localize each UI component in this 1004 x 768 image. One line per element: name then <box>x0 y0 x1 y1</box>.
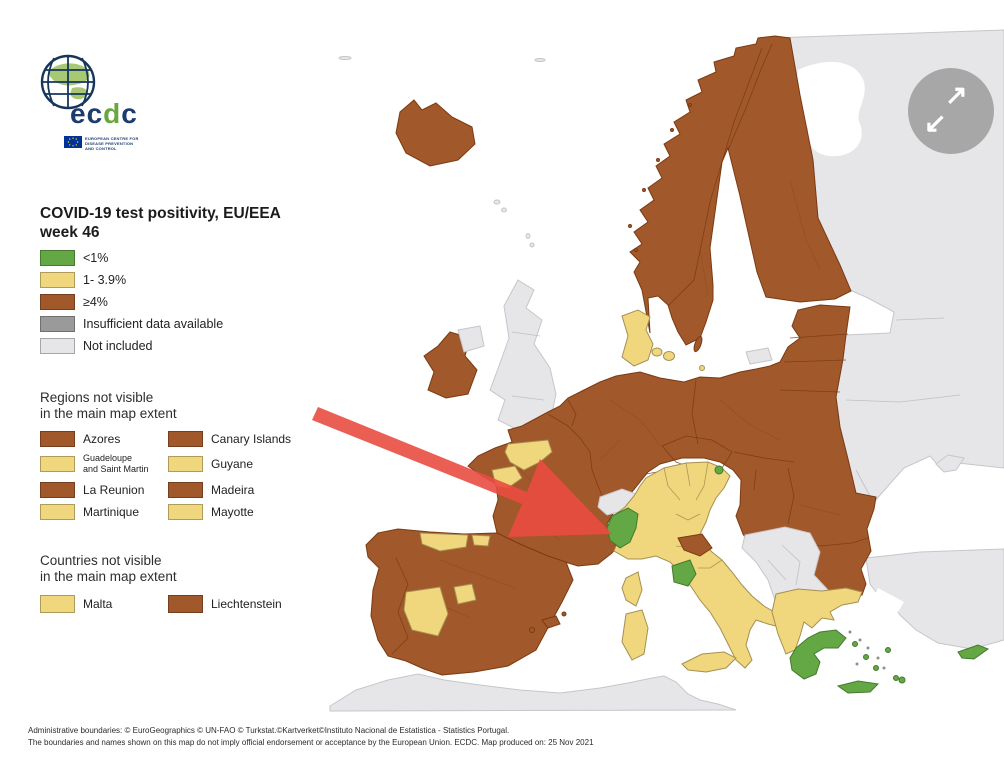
map-island-corsica <box>621 571 643 607</box>
map-island-gotland <box>693 335 703 353</box>
map-attribution: Administrative boundaries: © EuroGeograp… <box>28 726 594 747</box>
expand-arrow-ne-icon: ↗ <box>945 80 968 110</box>
map-region-crimea <box>935 454 965 473</box>
map-region-denmark <box>621 309 705 371</box>
ecdc-wordmark: ecdc <box>70 98 138 129</box>
legend-swatch-gray <box>40 316 75 332</box>
legend-swatch-yellow <box>40 272 75 288</box>
map-island-cyprus <box>957 644 990 660</box>
sea-of-marmara <box>874 588 904 612</box>
region-item-mayotte: Mayotte <box>168 504 296 521</box>
countries-not-visible-block: Countries not visible in the main map ex… <box>40 553 370 614</box>
legend-swatch-green <box>40 250 75 266</box>
region-item-guadeloupe: Guadeloupe and Saint Martin <box>40 453 168 474</box>
region-item-canary-islands: Canary Islands <box>168 431 296 448</box>
legend-item: <1% <box>40 250 223 266</box>
ecdc-globe-icon <box>40 54 96 110</box>
country-item-malta: Malta <box>40 595 168 614</box>
map-region-uk-not-included <box>457 279 557 429</box>
map-region-greece <box>771 587 906 694</box>
map-island-sardinia <box>621 609 649 661</box>
region-item-la-reunion: La Reunion <box>40 482 168 499</box>
legend-item: Not included <box>40 338 223 354</box>
expand-button[interactable]: ↗ ↙ <box>908 68 994 154</box>
map-region-iceland <box>395 99 476 167</box>
map-region-north-africa <box>329 673 737 712</box>
map-islands-balearics <box>541 615 561 629</box>
annotation-arrow <box>312 407 612 537</box>
region-item-madeira: Madeira <box>168 482 296 499</box>
legend-item: Insufficient data available <box>40 316 223 332</box>
regions-not-visible-block: Regions not visible in the main map exte… <box>40 390 370 526</box>
map-region-umbria <box>671 559 697 587</box>
expand-arrow-sw-icon: ↙ <box>924 108 947 138</box>
legend-swatch-brown <box>40 294 75 310</box>
countries-heading: Countries not visible in the main map ex… <box>40 553 177 585</box>
map-region-italy <box>606 461 789 673</box>
map-region-scandinavia <box>628 35 852 353</box>
country-item-liechtenstein: Liechtenstein <box>168 595 296 614</box>
regions-heading: Regions not visible in the main map exte… <box>40 390 177 422</box>
map-region-marche <box>677 533 713 557</box>
map-island-crete <box>836 680 880 694</box>
map-region-south-tyrol-dot <box>714 465 724 475</box>
map-island-sicily <box>681 651 737 673</box>
legend-swatch-notincluded <box>40 338 75 354</box>
map-region-iberia <box>365 528 574 676</box>
white-sea <box>796 61 865 157</box>
map-islands-faroe-shetland <box>338 56 546 248</box>
legend-item: 1- 3.9% <box>40 272 223 288</box>
ecdc-logo: ecdc EUROPEAN CENTRE FOR DISEASE PREVENT… <box>38 52 158 162</box>
map-region-turkey <box>865 548 1004 650</box>
region-item-azores: Azores <box>40 431 168 448</box>
map-region-kaliningrad <box>745 347 773 365</box>
region-item-guyane: Guyane <box>168 453 296 474</box>
legend-item: ≥4% <box>40 294 223 310</box>
region-item-martinique: Martinique <box>40 504 168 521</box>
ecdc-org-name: EUROPEAN CENTRE FOR DISEASE PREVENTION A… <box>85 136 139 151</box>
legend: <1% 1- 3.9% ≥4% Insufficient data availa… <box>40 250 223 360</box>
map-title: COVID-19 test positivity, EU/EEA week 46 <box>40 205 281 242</box>
eu-flag-icon <box>64 136 82 148</box>
map-island-rhodes <box>898 676 906 684</box>
